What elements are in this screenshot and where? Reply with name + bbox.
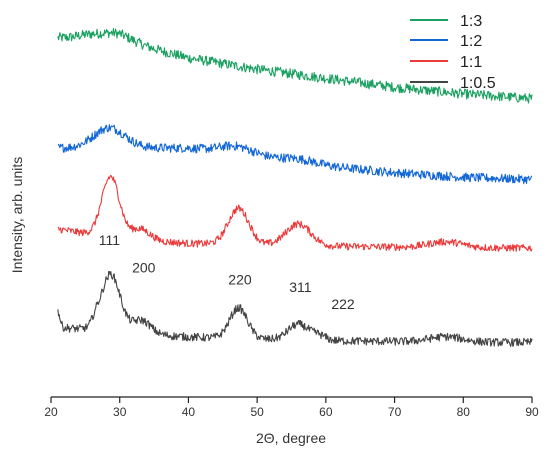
x-tick-label-30: 30 bbox=[113, 405, 127, 419]
peak-label-200: 200 bbox=[132, 260, 156, 276]
legend-entry-1-1: 1:1 bbox=[410, 54, 482, 71]
peak-label-311: 311 bbox=[289, 279, 312, 295]
y-axis-label: Intensity, arb. units bbox=[9, 157, 25, 273]
x-tick-label-40: 40 bbox=[182, 405, 196, 419]
x-tick-label-50: 50 bbox=[250, 405, 264, 419]
peak-label-220: 220 bbox=[228, 271, 252, 287]
legend-label-1-3: 1:3 bbox=[460, 13, 482, 30]
x-ticks: 20 30 40 50 60 70 80 90 bbox=[44, 397, 539, 419]
peak-label-111: 111 bbox=[99, 232, 120, 248]
series-line-1-0-5 bbox=[57, 270, 533, 347]
legend-label-1-1: 1:1 bbox=[460, 54, 482, 71]
legend: 1:3 1:2 1:1 1:0.5 bbox=[410, 13, 496, 92]
legend-label-1-2: 1:2 bbox=[460, 33, 482, 50]
series-line-1-1 bbox=[57, 174, 533, 252]
x-tick-label-60: 60 bbox=[319, 405, 333, 419]
x-tick-label-90: 90 bbox=[525, 405, 539, 419]
legend-entry-1-3: 1:3 bbox=[410, 13, 482, 30]
x-tick-label-70: 70 bbox=[388, 405, 402, 419]
legend-label-1-0-5: 1:0.5 bbox=[460, 75, 496, 92]
peak-annotations: 111 200 220 311 222 bbox=[99, 232, 355, 312]
legend-entry-1-0-5: 1:0.5 bbox=[410, 75, 496, 92]
x-tick-label-80: 80 bbox=[457, 405, 471, 419]
series-line-1-2 bbox=[57, 124, 533, 185]
x-axis-label: 2Θ, degree bbox=[256, 430, 326, 446]
x-tick-label-20: 20 bbox=[44, 405, 58, 419]
legend-entry-1-2: 1:2 bbox=[410, 33, 482, 50]
peak-label-222: 222 bbox=[331, 296, 355, 312]
series-line-1-3 bbox=[57, 27, 533, 104]
series-layer bbox=[57, 27, 533, 347]
